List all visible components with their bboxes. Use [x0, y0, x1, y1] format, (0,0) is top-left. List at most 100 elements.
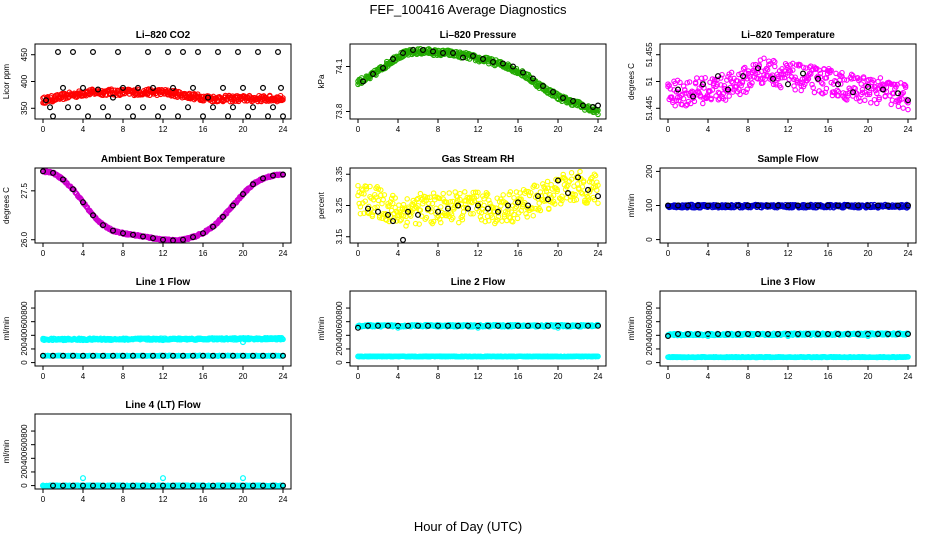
- data-point: [568, 170, 575, 176]
- data-point: [64, 104, 71, 111]
- data-point: [552, 201, 558, 207]
- data-point: [355, 324, 362, 331]
- data-point: [42, 97, 49, 104]
- data-point: [54, 48, 61, 55]
- data-point: [240, 339, 247, 346]
- data-point: [567, 197, 574, 203]
- data-point: [544, 178, 551, 185]
- data-point: [504, 201, 510, 208]
- data-point: [265, 113, 271, 119]
- data-point: [534, 322, 541, 329]
- data-point: [573, 196, 580, 203]
- x-tick-label: 0: [666, 125, 671, 134]
- data-point: [571, 197, 577, 204]
- data-point: [507, 189, 514, 195]
- data-point: [105, 113, 111, 119]
- data-point: [436, 195, 443, 202]
- data-point: [46, 104, 53, 111]
- data-point: [554, 322, 561, 329]
- data-point: [240, 191, 247, 198]
- data-point: [586, 179, 593, 185]
- data-point: [817, 70, 824, 77]
- x-tick-label: 20: [239, 249, 248, 258]
- data-point: [686, 92, 693, 99]
- data-point: [155, 113, 161, 119]
- data-point: [455, 322, 462, 329]
- data-point: [674, 202, 681, 209]
- data-point: [270, 352, 277, 359]
- data-point: [905, 100, 911, 106]
- x-tick-label: 0: [41, 372, 46, 381]
- data-point: [781, 74, 788, 81]
- data-point: [519, 69, 526, 76]
- data-point: [500, 192, 506, 198]
- data-point: [505, 206, 511, 212]
- y-axis-label: degrees C: [627, 63, 636, 100]
- data-point: [590, 184, 596, 191]
- data-point: [900, 105, 906, 111]
- data-point: [114, 48, 121, 55]
- data-point: [529, 75, 536, 82]
- data-point: [758, 68, 765, 75]
- data-point: [559, 94, 566, 101]
- data-point: [369, 212, 376, 218]
- y-tick-label: 200: [335, 342, 344, 356]
- x-tick-label: 20: [864, 249, 873, 258]
- x-tick-label: 4: [396, 372, 401, 381]
- panel-title: Li–820 Pressure: [440, 30, 517, 41]
- data-point: [456, 219, 462, 226]
- data-point: [465, 205, 472, 212]
- data-point: [849, 89, 856, 96]
- data-point: [553, 185, 559, 191]
- x-tick-label: 16: [824, 125, 833, 134]
- y-tick-label: 600: [20, 314, 29, 328]
- y-axis-label: kPa: [317, 74, 326, 88]
- x-tick-label: 4: [706, 249, 711, 258]
- data-point: [864, 202, 871, 209]
- plot-area: [40, 48, 286, 119]
- data-point: [750, 62, 756, 68]
- data-point: [450, 215, 456, 221]
- data-point: [376, 214, 383, 221]
- data-point: [523, 188, 529, 195]
- dense-series: [665, 354, 911, 361]
- data-point: [523, 211, 529, 217]
- data-point: [544, 196, 551, 203]
- data-point: [415, 322, 422, 329]
- data-point: [540, 197, 546, 203]
- dense-series: [40, 334, 286, 344]
- data-point: [250, 352, 257, 359]
- plot-frame: [34, 43, 292, 120]
- data-point: [811, 89, 818, 96]
- x-tick-label: 8: [436, 249, 441, 258]
- data-point: [99, 104, 106, 111]
- y-tick-label: 400: [20, 328, 29, 342]
- data-point: [664, 202, 671, 209]
- data-point: [124, 104, 131, 111]
- y-tick-label: 3.25: [335, 197, 344, 213]
- data-point: [230, 202, 237, 209]
- data-point: [464, 204, 470, 211]
- data-point: [109, 94, 116, 101]
- data-point: [665, 81, 671, 87]
- data-point: [524, 214, 530, 220]
- data-point: [69, 352, 76, 359]
- data-point: [397, 218, 403, 224]
- data-point: [761, 55, 767, 62]
- data-point: [592, 172, 599, 179]
- y-axis-label: ml/min: [2, 317, 11, 341]
- x-tick-label: 8: [121, 372, 126, 381]
- data-point: [531, 182, 538, 189]
- data-point: [683, 102, 689, 109]
- data-point: [418, 213, 425, 219]
- marker-series: [360, 46, 601, 110]
- data-point: [704, 202, 711, 209]
- data-point: [793, 62, 800, 68]
- data-point: [853, 90, 860, 96]
- data-point: [904, 202, 911, 209]
- y-tick-label: 600: [335, 314, 344, 328]
- data-point: [715, 97, 722, 103]
